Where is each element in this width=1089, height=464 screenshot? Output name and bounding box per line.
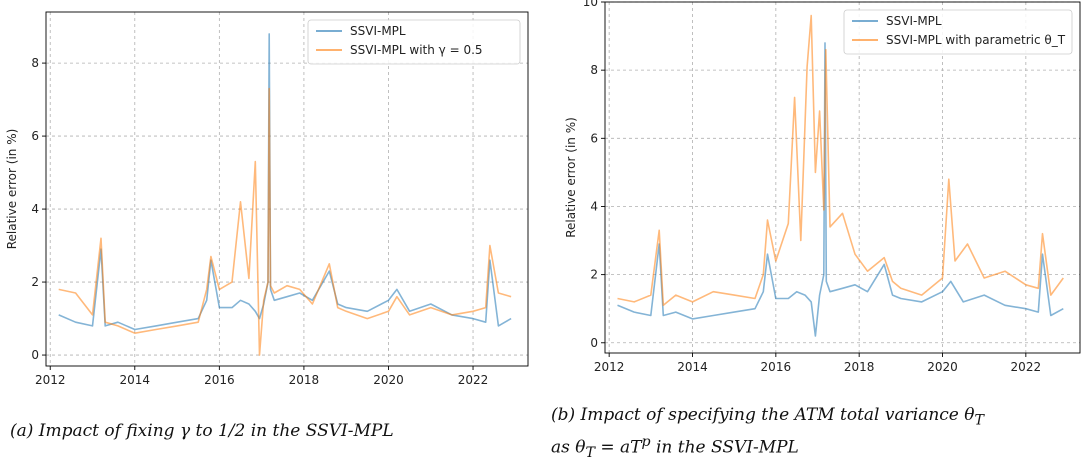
chart-b-xtick-label-5: 2022 [1011, 360, 1042, 374]
chart-a-xtick-label-4: 2020 [373, 373, 404, 387]
chart-b-series-1-line [617, 14, 1064, 307]
chart-a-legend-label-0: SSVI-MPL [350, 24, 406, 38]
chart-b: 2012 2014 2016 2018 2020 2022 0 2 4 6 8 10 Relative … [564, 0, 1081, 374]
chart-a-legend-box [307, 19, 521, 65]
chart-b-xtick-label-2: 2016 [761, 360, 792, 374]
chart-b-xtick-label-0: 2012 [594, 360, 625, 374]
chart-a-ylabel: Relative error (in %) [5, 129, 19, 250]
chart-b-series-0-line [617, 42, 1064, 337]
chart-panel-b: 2012 2014 2016 2018 2020 2022 0 2 4 6 8 10 Relative … [545, 0, 1089, 461]
chart-a-ytick-label-1: 2 [31, 275, 39, 289]
chart-b-legend-label-1: SSVI-MPL with parametric θ_T [886, 33, 1066, 47]
chart-a-legend-label-1: SSVI-MPL with γ = 0.5 [350, 43, 483, 57]
chart-a-ytick-label-3: 6 [31, 129, 39, 143]
caption-b-line1-text: (b) Impact of specifying the ATM total v… [551, 405, 975, 425]
caption-b-line1-sub: T [974, 412, 984, 429]
chart-b-ylabel: Relative error (in %) [564, 117, 578, 238]
caption-b-line2-sub: T [585, 445, 595, 462]
caption-b-line2-text: as θ [551, 438, 586, 459]
caption-b-line2-end: in the SSVI-MPL [650, 438, 799, 459]
chart-a: 2012 2014 2016 2018 2020 2022 0 2 4 6 8 Relative er… [5, 11, 529, 387]
chart-b-legend-label-0: SSVI-MPL [886, 14, 942, 28]
chart-a-xtick-label-3: 2018 [289, 373, 320, 387]
chart-b-ytick-label-0: 0 [590, 336, 598, 350]
chart-a-xtick-label-1: 2014 [120, 373, 151, 387]
chart-a-plot-frame [45, 11, 529, 367]
chart-b-ytick-label-1: 2 [590, 268, 598, 282]
caption-b: (b) Impact of specifying the ATM total v… [551, 404, 984, 464]
chart-b-xtick-label-1: 2014 [677, 360, 708, 374]
caption-a: (a) Impact of fixing γ to 1/2 in the SSV… [10, 421, 394, 441]
chart-b-ytick-label-4: 8 [590, 63, 598, 77]
chart-b-ytick-label-3: 6 [590, 131, 598, 145]
chart-b-xtick-label-4: 2020 [927, 360, 958, 374]
caption-b-line2: as θT = aTp in the SSVI-MPL [551, 431, 984, 464]
chart-b-ytick-label-2: 4 [590, 199, 598, 213]
chart-a-ytick-label-4: 8 [31, 56, 39, 70]
caption-b-line2-rest: = aT [594, 438, 642, 459]
chart-b-legend-box [843, 9, 1073, 55]
caption-b-line2-sup: p [641, 434, 651, 451]
chart-a-xtick-label-5: 2022 [458, 373, 489, 387]
chart-a-ytick-label-2: 4 [31, 202, 39, 216]
chart-a-xtick-label-2: 2016 [204, 373, 235, 387]
chart-a-series-1-line [58, 87, 512, 356]
chart-b-ytick-label-5: 10 [583, 0, 598, 9]
chart-a-xtick-label-0: 2012 [35, 373, 66, 387]
chart-b-xtick-label-3: 2018 [844, 360, 875, 374]
chart-panel-a: 2012 2014 2016 2018 2020 2022 0 2 4 6 8 Relative er… [0, 0, 545, 456]
chart-a-ytick-label-0: 0 [31, 348, 39, 362]
caption-b-line1: (b) Impact of specifying the ATM total v… [551, 404, 984, 431]
chart-a-series-0-line [58, 33, 512, 331]
chart-b-plot-frame [604, 1, 1081, 354]
